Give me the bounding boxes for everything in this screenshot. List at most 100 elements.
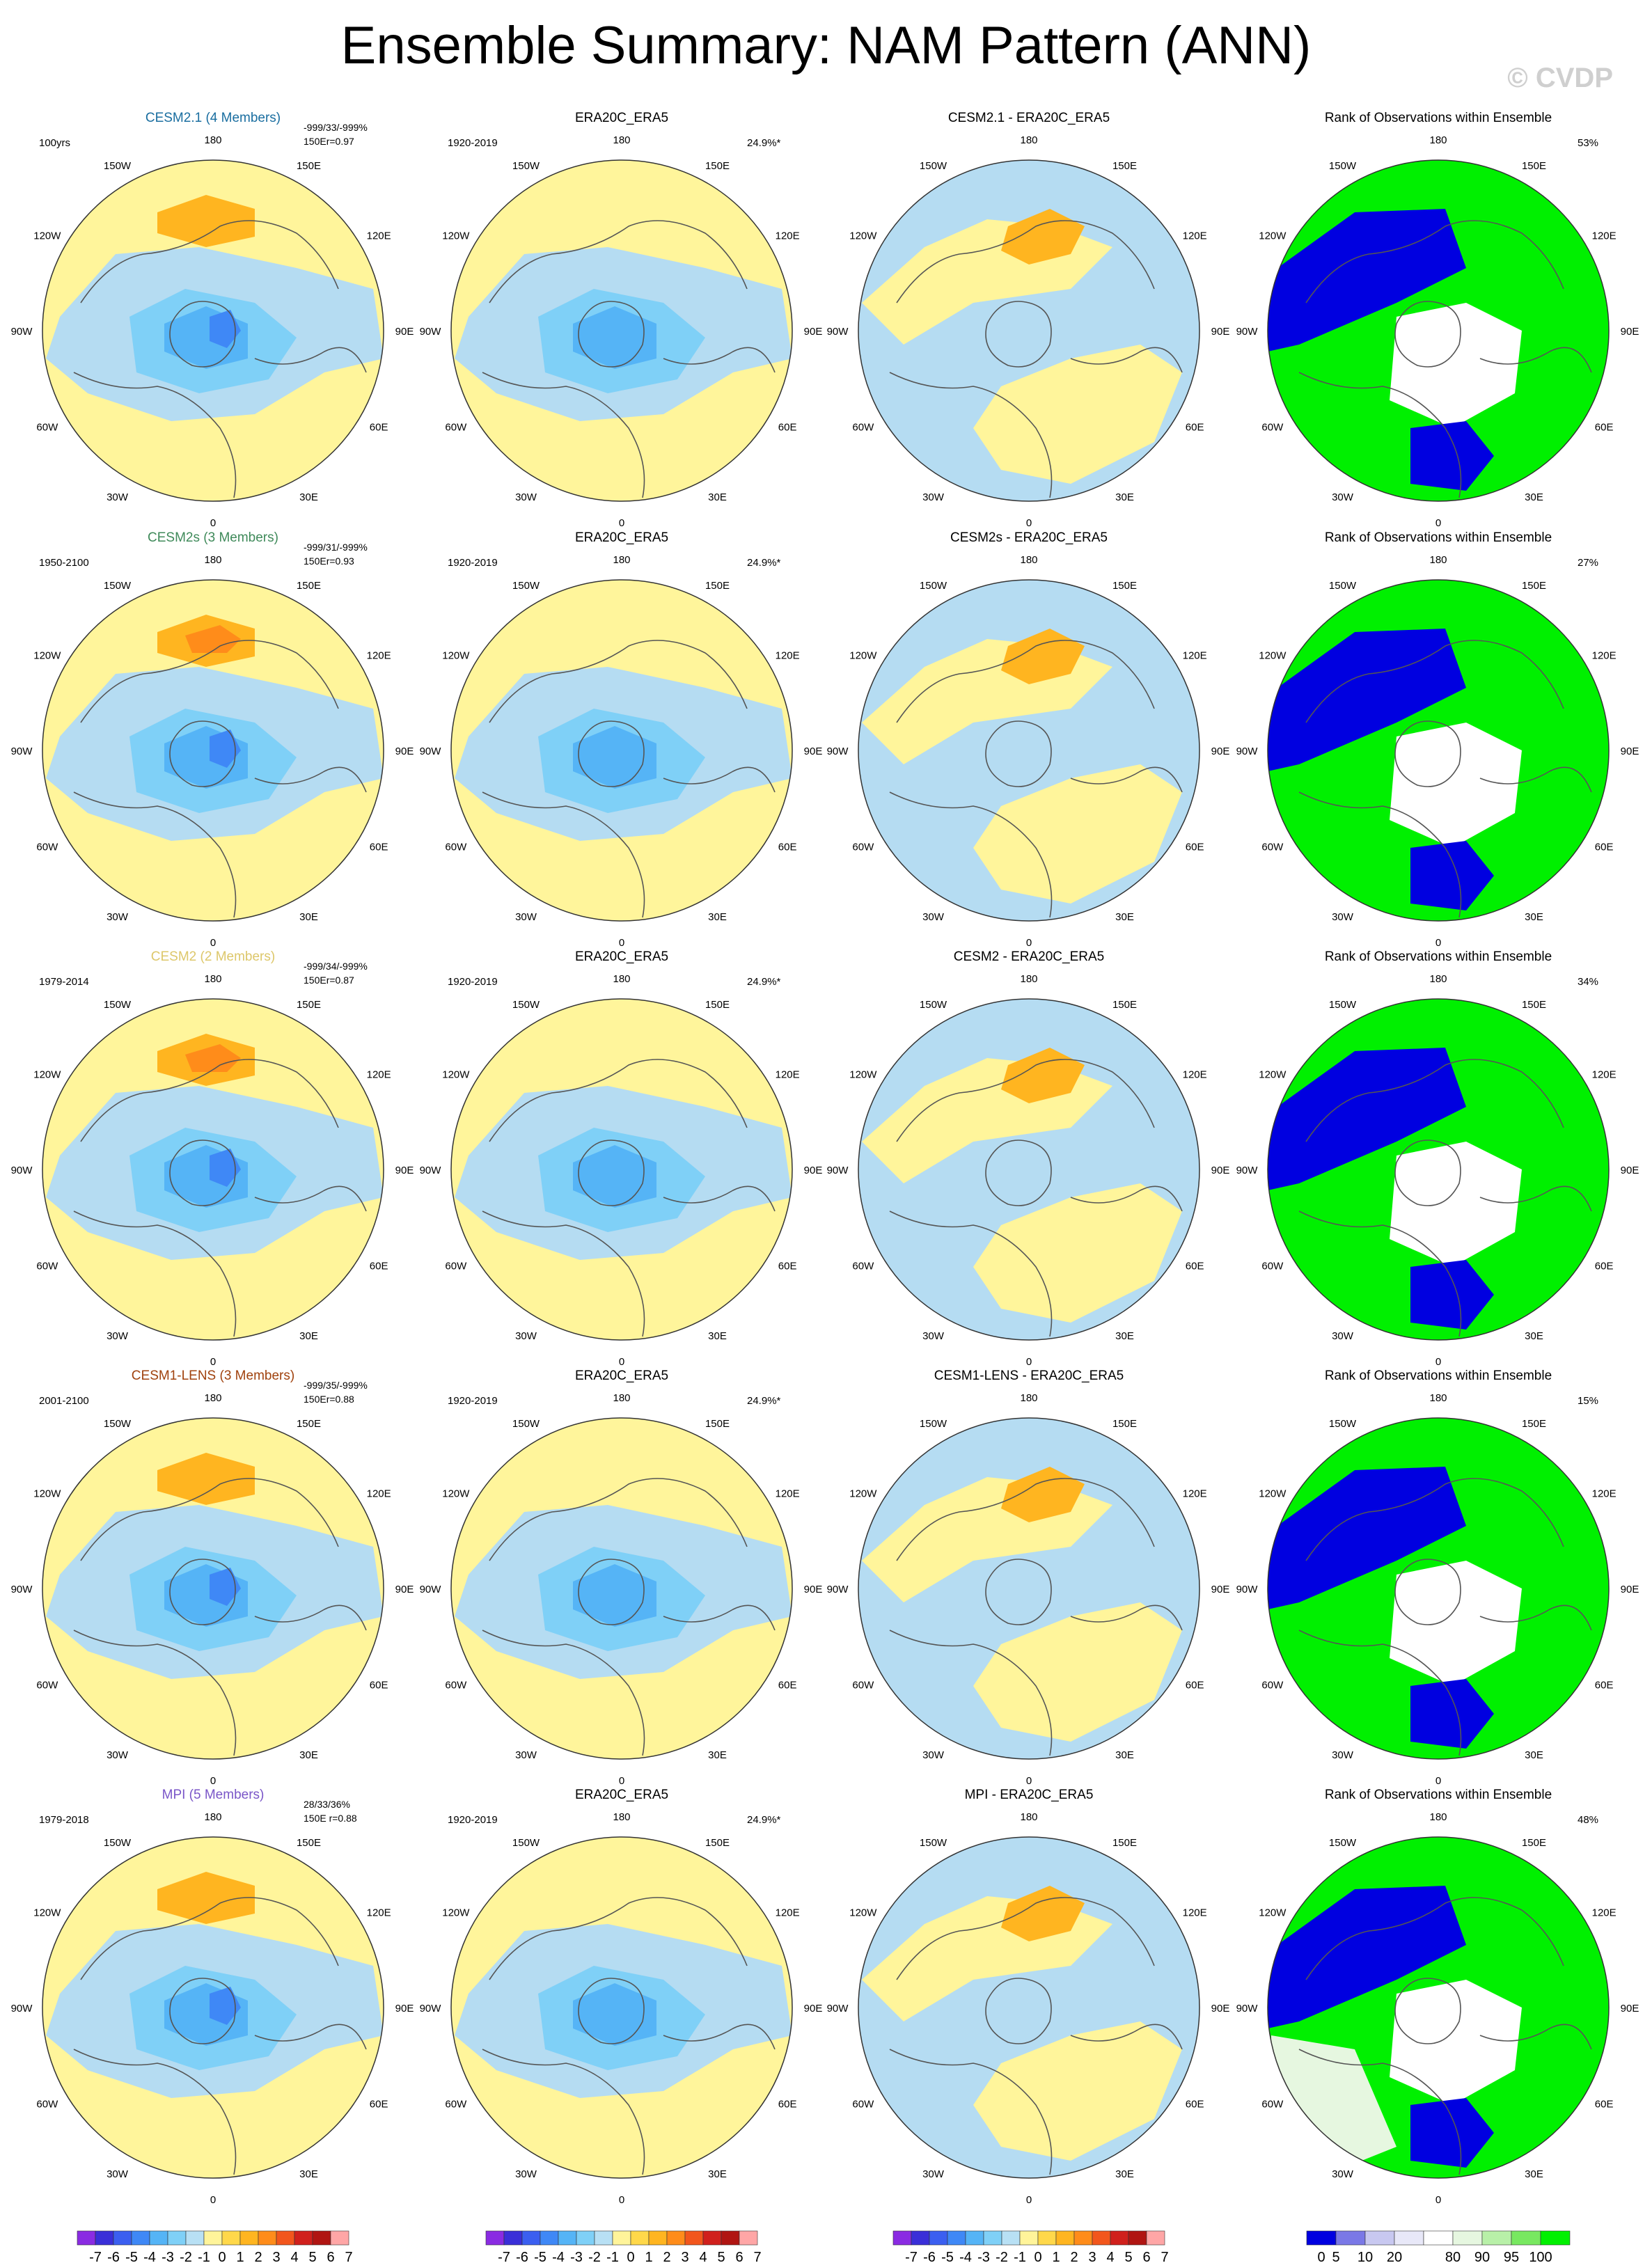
colorbar-tick: 5 (308, 2250, 316, 2263)
longitude-label: 30E (1115, 911, 1134, 923)
longitude-label: 120W (33, 650, 61, 662)
diff-title: CESM2s - ERA20C_ERA5 (950, 530, 1108, 545)
longitude-label: 0 (1435, 1775, 1441, 1787)
colorbar-tick: -2 (996, 2250, 1008, 2263)
coastline (1070, 2024, 1183, 2050)
map-content (1268, 1418, 1609, 1759)
contour-region (1268, 1886, 1466, 2028)
longitude-label: 180 (1020, 1392, 1037, 1404)
longitude-label: 30E (299, 911, 318, 923)
longitude-label: 180 (613, 1392, 630, 1404)
map-panel: 180 150E 120E 90E 60E 30E 0 30W 60W 90W 120W 150W CE… (827, 530, 1230, 949)
longitude-label: 120W (849, 1907, 877, 1919)
longitude-label: 0 (1435, 937, 1441, 949)
coastline (896, 220, 1155, 303)
longitude-label: 60E (370, 842, 388, 853)
colorbar-tick: 7 (753, 2250, 761, 2263)
map-border (42, 579, 384, 922)
longitude-label: 0 (210, 937, 216, 949)
longitude-label: 150E (705, 160, 730, 172)
colorbar-tick: 6 (1142, 2250, 1150, 2263)
period-label: 1920-2019 (448, 137, 498, 149)
coastline (489, 220, 748, 303)
colorbar-swatch (258, 2230, 277, 2246)
colorbar-swatch (95, 2230, 114, 2246)
longitude-label: 90E (1621, 2003, 1639, 2014)
rank-colorbar-swatch (1423, 2230, 1454, 2246)
map-panel: 180 150E 120E 90E 60E 30E 0 30W 60W 90W 120W 150W ER… (420, 530, 823, 949)
longitude-label: 60E (778, 1261, 797, 1272)
coastline (1479, 1604, 1592, 1631)
longitude-label: 180 (204, 1392, 221, 1404)
longitude-label: 180 (204, 554, 221, 566)
coastline (1479, 2024, 1592, 2050)
colorbar-tick: -4 (143, 2250, 156, 2263)
map-content (858, 1837, 1199, 2178)
map-panel: 180 150E 120E 90E 60E 30E 0 30W 60W 90W 120W 150W CE… (11, 1369, 414, 1787)
longitude-label: 120W (33, 230, 61, 242)
longitude-label: 60E (1186, 1261, 1204, 1272)
coastline (663, 766, 776, 793)
longitude-label: 120E (1183, 1069, 1207, 1081)
contour-region (573, 726, 656, 789)
longitude-label: 180 (1429, 973, 1447, 985)
rank-title: Rank of Observations within Ensemble (1325, 949, 1552, 964)
colorbar-tick: -5 (125, 2250, 138, 2263)
longitude-label: 180 (1429, 1392, 1447, 1404)
map-panel: 180 150E 120E 90E 60E 30E 0 30W 60W 90W 120W 150W Ra… (1236, 111, 1639, 529)
diff-title: CESM2.1 - ERA20C_ERA5 (948, 111, 1110, 125)
longitude-label: 30E (1115, 2168, 1134, 2180)
longitude-label: 150W (920, 580, 947, 592)
longitude-label: 90E (395, 746, 414, 757)
rank-colorbar-swatch (1394, 2230, 1424, 2246)
colorbar-swatch (276, 2230, 295, 2246)
longitude-label: 150W (104, 999, 132, 1011)
map-content (42, 580, 384, 921)
rank-colorbar-swatch (1481, 2230, 1512, 2246)
colorbar-swatch (1055, 2230, 1075, 2246)
longitude-label: 60W (852, 1261, 874, 1272)
longitude-label: 90W (11, 1584, 33, 1595)
map-content (858, 1418, 1199, 1759)
longitude-label: 90W (1236, 1165, 1259, 1176)
longitude-label: 90E (804, 2003, 823, 2014)
map-border (450, 159, 793, 502)
longitude-label: 150E (297, 999, 321, 1011)
longitude-label: 60E (1186, 1680, 1204, 1692)
longitude-label: 120W (33, 1907, 61, 1919)
longitude-label: 0 (619, 517, 624, 529)
map-border (450, 1836, 793, 2179)
colorbar-swatch (929, 2230, 948, 2246)
longitude-label: 90W (1236, 746, 1259, 757)
longitude-label: 30E (1525, 1749, 1543, 1761)
coastline (1298, 1630, 1462, 1756)
longitude-label: 60W (1261, 842, 1284, 853)
longitude-label: 120E (1592, 1907, 1616, 1919)
coastline (1298, 791, 1462, 918)
longitude-label: 0 (1435, 1356, 1441, 1368)
longitude-label: 120W (1259, 230, 1287, 242)
coastline (1394, 1978, 1461, 2044)
colorbar-tick: -4 (552, 2250, 565, 2263)
map-panel: 180 150E 120E 90E 60E 30E 0 30W 60W 90W 120W 150W Ra… (1236, 530, 1639, 949)
longitude-label: 120W (1259, 1488, 1287, 1500)
colorbar-tick: 2 (254, 2250, 262, 2263)
coastline (254, 347, 367, 373)
longitude-label: 150E (1522, 999, 1546, 1011)
colorbar-tick: -1 (1014, 2250, 1026, 2263)
colorbar-swatch (911, 2230, 930, 2246)
coastline (482, 1630, 645, 1756)
longitude-label: 180 (613, 973, 630, 985)
longitude-label: 60W (36, 1261, 58, 1272)
longitude-label: 60E (1595, 842, 1614, 853)
corr-label: 150Er=0.97 (304, 136, 354, 147)
longitude-label: 150W (104, 160, 132, 172)
longitude-label: 90E (395, 1584, 414, 1595)
coastline (663, 1185, 776, 1212)
colorbar-swatch (503, 2230, 523, 2246)
map-panel: 180 150E 120E 90E 60E 30E 0 30W 60W 90W 120W 150W CE… (827, 949, 1230, 1368)
model-title: CESM2 (2 Members) (151, 949, 275, 964)
longitude-label: 120E (776, 230, 800, 242)
colorbar-tick: 7 (1161, 2250, 1168, 2263)
coastline (578, 720, 645, 787)
